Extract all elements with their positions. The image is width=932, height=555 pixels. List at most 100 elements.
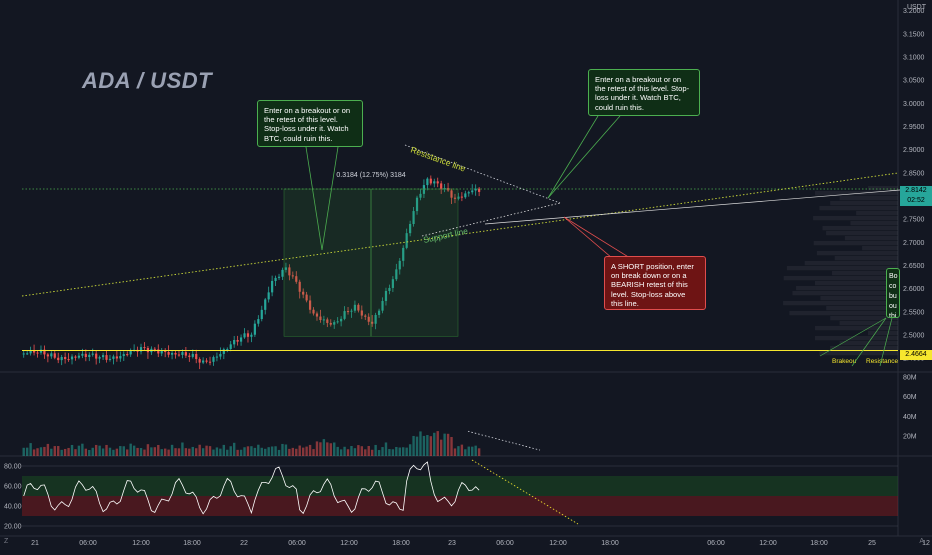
candle-body: [415, 197, 419, 212]
candle-body: [446, 188, 450, 191]
volume-bar: [77, 445, 81, 456]
callout-left-entry[interactable]: Enter on a breakout or on the retest of …: [257, 100, 363, 147]
volume-bar: [315, 441, 319, 456]
volume-bar: [136, 447, 139, 456]
time-axis-tick: 06:00: [496, 540, 514, 547]
time-axis-tick: 18:00: [392, 540, 410, 547]
candle-body: [74, 356, 77, 358]
volume-bar: [63, 448, 67, 456]
volume-bar: [277, 449, 281, 456]
volume-bar: [215, 447, 219, 456]
candle-body: [60, 356, 63, 361]
candle-body: [312, 309, 315, 314]
callout-pointer: [321, 146, 339, 251]
volume-profile-bar: [850, 221, 898, 226]
candle-body: [212, 357, 215, 362]
volume-profile-bar: [804, 261, 898, 266]
candle-body: [295, 276, 298, 282]
volume-profile-bar: [867, 331, 898, 336]
candle-body: [453, 197, 457, 199]
current-price-tag: 2.8142: [900, 186, 932, 196]
timezone-icon[interactable]: Z: [4, 538, 9, 545]
volume-bar: [319, 442, 322, 456]
candle-body: [222, 349, 225, 354]
candle-body: [391, 279, 394, 288]
candle-body: [436, 181, 439, 184]
volume-bar: [419, 431, 422, 456]
candle-body: [67, 359, 70, 361]
candle-body: [91, 353, 94, 355]
level-price-tag: 2.4664: [900, 350, 932, 360]
volume-profile-bar: [819, 351, 898, 356]
time-axis-tick: 18:00: [183, 540, 201, 547]
candle-body: [302, 291, 305, 295]
volume-bar: [188, 448, 191, 456]
candle-body: [250, 334, 253, 337]
volume-bar: [322, 439, 326, 456]
candle-body: [478, 188, 481, 192]
volume-bar: [32, 449, 36, 456]
candle-body: [271, 280, 274, 293]
volume-bar: [50, 448, 53, 456]
volume-bar: [129, 443, 132, 456]
candle-body: [274, 277, 277, 281]
support-trendline: [21, 172, 899, 297]
candle-body: [402, 247, 405, 261]
candle-body: [239, 337, 243, 342]
breakout-label: Brakeou: [832, 358, 857, 365]
candle-body: [126, 354, 129, 356]
volume-bar: [281, 443, 284, 456]
volume-bar: [398, 447, 401, 456]
volume-bar: [312, 449, 315, 456]
volume-bar: [343, 446, 346, 456]
price-axis-tick: 2.5500: [903, 309, 925, 316]
candle-body: [70, 356, 74, 360]
rsi-axis-tick: 40.00: [4, 504, 22, 511]
candle-body: [336, 321, 339, 323]
volume-bar: [157, 444, 160, 456]
candle-body: [205, 360, 208, 362]
volume-bar: [333, 442, 336, 456]
volume-profile-bar: [816, 251, 898, 256]
candle-body: [422, 185, 426, 194]
volume-bar: [177, 448, 181, 456]
callout-edge-partial[interactable]: Bo co bu ou thi: [886, 268, 900, 318]
volume-bar: [115, 448, 119, 456]
candle-body: [374, 314, 377, 324]
volume-profile-bar: [822, 226, 898, 231]
resistance-trendline: [404, 144, 561, 204]
candle-body: [115, 356, 118, 359]
candle-body: [81, 353, 84, 356]
volume-profile-bar: [813, 241, 898, 246]
volume-bar: [339, 449, 343, 456]
volume-bar: [415, 436, 419, 456]
volume-bar: [395, 446, 398, 456]
volume-bar: [150, 447, 153, 456]
measure-label: 0.3184 (12.75%) 3184: [336, 172, 405, 179]
callout-short-position[interactable]: A SHORT position, enter on break down or…: [604, 256, 706, 310]
candle-body: [195, 353, 198, 360]
callout-pointer: [563, 216, 613, 259]
countdown-tag: 02:52: [900, 196, 932, 206]
resistance-partial-label: Resistance: [866, 358, 899, 365]
candle-body: [440, 183, 443, 190]
volume-bar: [295, 448, 298, 456]
currency-label: USDT: [906, 4, 926, 11]
volume-bar: [198, 444, 201, 456]
candle-body: [77, 355, 81, 358]
candle-body: [112, 356, 115, 359]
candle-body: [188, 355, 191, 357]
candle-body: [57, 357, 60, 361]
candle-body: [170, 352, 174, 355]
volume-profile-bar: [815, 191, 898, 196]
auto-scale-icon[interactable]: A: [919, 538, 924, 545]
callout-right-entry[interactable]: Enter on a breakout or on the retest of …: [588, 69, 700, 116]
volume-bar: [29, 443, 32, 456]
candle-body: [395, 269, 398, 280]
price-axis-tick: 2.8500: [903, 170, 925, 177]
time-axis-tick: 12:00: [759, 540, 777, 547]
volume-bar: [450, 436, 453, 456]
candle-body: [457, 196, 460, 199]
